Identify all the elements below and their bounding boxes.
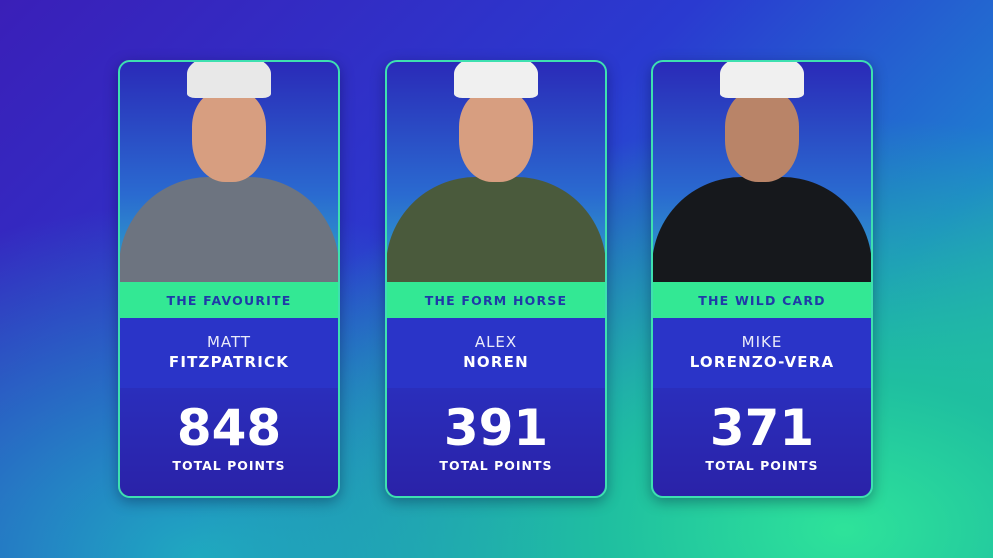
points-value: 371	[709, 399, 815, 457]
player-card-lorenzo-vera: THE WILD CARD MIKE LORENZO-VERA 371 TOTAL …	[651, 60, 873, 498]
card-tag: THE FORM HORSE	[387, 282, 605, 318]
points-label: TOTAL POINTS	[172, 458, 286, 473]
card-tag: THE WILD CARD	[653, 282, 871, 318]
points-label: TOTAL POINTS	[705, 458, 819, 473]
player-name: MIKE LORENZO-VERA	[653, 318, 871, 388]
points-value: 848	[176, 399, 282, 457]
player-card-noren: THE FORM HORSE ALEX NOREN 391 TOTAL POINTS	[385, 60, 607, 498]
player-card-fitzpatrick: THE FAVOURITE MATT FITZPATRICK 848 TOTAL P…	[118, 60, 340, 498]
card-tag: THE FAVOURITE	[120, 282, 338, 318]
points-value: 391	[443, 399, 549, 457]
points-block: 371 TOTAL POINTS	[653, 388, 871, 496]
last-name: LORENZO-VERA	[689, 353, 835, 371]
points-block: 391 TOTAL POINTS	[387, 388, 605, 496]
last-name: FITZPATRICK	[168, 353, 290, 371]
player-photo	[120, 62, 338, 282]
player-photo	[653, 62, 871, 282]
last-name: NOREN	[463, 353, 529, 371]
player-name: MATT FITZPATRICK	[120, 318, 338, 388]
points-block: 848 TOTAL POINTS	[120, 388, 338, 496]
first-name: MATT	[206, 333, 252, 351]
first-name: MIKE	[741, 333, 783, 351]
points-label: TOTAL POINTS	[439, 458, 553, 473]
first-name: ALEX	[474, 333, 518, 351]
player-name: ALEX NOREN	[387, 318, 605, 388]
player-photo	[387, 62, 605, 282]
